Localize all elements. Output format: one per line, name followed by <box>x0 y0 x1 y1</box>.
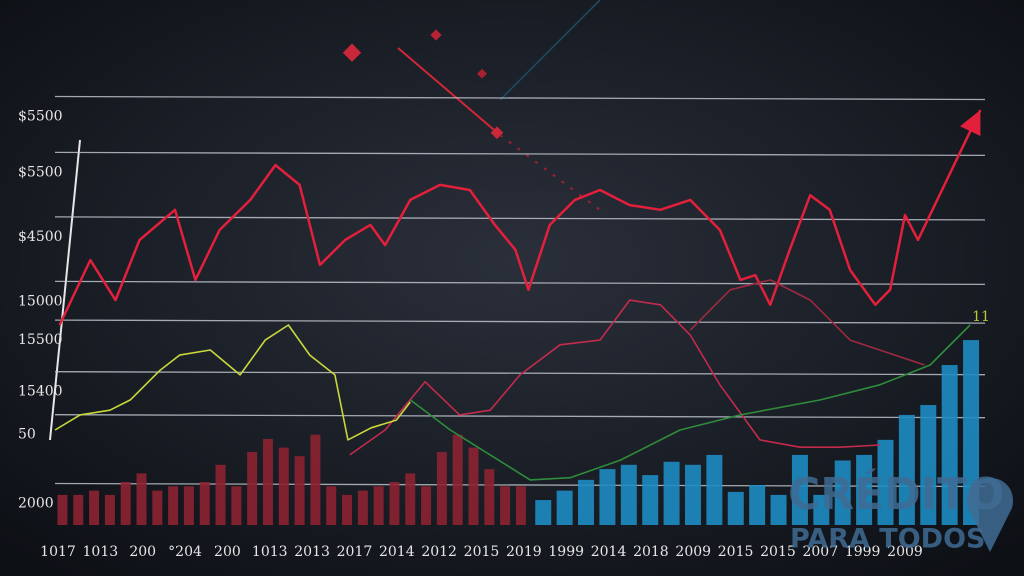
line <box>54 324 411 441</box>
bar <box>813 494 830 525</box>
bar <box>278 447 289 525</box>
bar <box>920 405 937 525</box>
grid-line <box>54 482 986 488</box>
y-tick-label: 15000 <box>18 293 63 309</box>
bar <box>421 486 432 525</box>
bar <box>199 482 210 525</box>
bar <box>642 475 659 525</box>
bar <box>57 494 68 525</box>
bar <box>770 494 787 525</box>
bar <box>342 494 353 525</box>
x-tick-label: 2019 <box>506 544 542 560</box>
bar <box>578 479 595 525</box>
bar <box>468 447 479 525</box>
bar <box>898 414 915 525</box>
bar <box>89 490 100 525</box>
line <box>409 324 971 481</box>
grid-line <box>54 216 986 221</box>
bar <box>326 486 337 525</box>
x-tick-label: 1013 <box>252 544 288 560</box>
x-tick-label: 2009 <box>675 544 711 560</box>
x-tick-label: 2017 <box>337 544 373 560</box>
bar <box>389 482 400 525</box>
bar <box>515 486 526 525</box>
bar <box>231 486 242 525</box>
bar <box>963 340 980 525</box>
x-tick-label: 2013 <box>294 544 330 560</box>
bar <box>941 365 958 525</box>
bar <box>535 500 552 525</box>
bar <box>247 451 258 525</box>
x-tick-label: 1999 <box>548 544 584 560</box>
bar <box>877 439 894 525</box>
line <box>58 109 982 326</box>
y-tick-label: $4500 <box>18 229 63 245</box>
watermark-icon <box>966 478 1014 552</box>
bar <box>373 486 384 525</box>
bar <box>120 482 131 525</box>
bar <box>620 464 637 525</box>
bar <box>104 494 115 525</box>
line <box>349 299 880 456</box>
bar <box>663 461 680 525</box>
y-tick-label: $5500 <box>18 109 63 125</box>
bar <box>599 469 616 525</box>
y-tick-label: $5500 <box>18 164 63 180</box>
grid-line <box>54 371 986 376</box>
bar <box>749 485 766 525</box>
x-tick-label: 2015 <box>760 544 796 560</box>
bar <box>791 454 808 525</box>
bar <box>436 451 447 525</box>
bar <box>262 439 273 525</box>
grid-line <box>54 319 986 324</box>
line <box>689 279 925 366</box>
x-tick-label: 2007 <box>802 544 838 560</box>
x-tick-label: 2015 <box>464 544 500 560</box>
bar <box>294 456 305 525</box>
bar <box>152 490 163 525</box>
bar <box>727 491 744 525</box>
y-tick-label: 2000 <box>18 496 54 512</box>
y-tick-label: 15400 <box>18 384 63 400</box>
x-tick-label: 200 <box>214 544 241 560</box>
bar <box>706 454 723 525</box>
x-tick-label: 2014 <box>591 544 627 560</box>
x-tick-label: 2012 <box>421 544 457 560</box>
bar <box>310 434 321 525</box>
bar <box>73 494 84 525</box>
grid-line <box>54 280 986 286</box>
bar <box>183 486 194 525</box>
x-tick-label: 1017 <box>40 544 76 560</box>
arrow-head <box>960 110 981 136</box>
bar <box>834 460 851 525</box>
bar <box>168 486 179 525</box>
grid-line <box>54 151 986 157</box>
bar <box>215 464 226 525</box>
bar <box>856 454 873 525</box>
grid-line <box>54 95 986 101</box>
annotation: 11 <box>972 309 990 325</box>
x-tick-label: 2018 <box>633 544 669 560</box>
x-tick-label: 2015 <box>718 544 754 560</box>
watermark-subtitle: PARA TODOS <box>790 524 985 555</box>
bar <box>452 434 463 525</box>
bar <box>136 473 147 525</box>
x-tick-label: 2009 <box>887 544 923 560</box>
grid-line <box>54 414 986 419</box>
bar <box>357 490 368 525</box>
x-tick-label: 2014 <box>379 544 415 560</box>
y-tick-label: 15500 <box>18 332 63 348</box>
y-tick-label: 50 <box>18 427 36 443</box>
x-tick-label: 1013 <box>83 544 119 560</box>
x-tick-label: 1999 <box>845 544 881 560</box>
x-tick-label: 200 <box>129 544 156 560</box>
x-tick-label: °204 <box>168 544 202 560</box>
bar <box>556 490 573 525</box>
bar <box>684 464 701 525</box>
bar <box>500 486 511 525</box>
bar <box>484 469 495 525</box>
bar <box>405 473 416 525</box>
